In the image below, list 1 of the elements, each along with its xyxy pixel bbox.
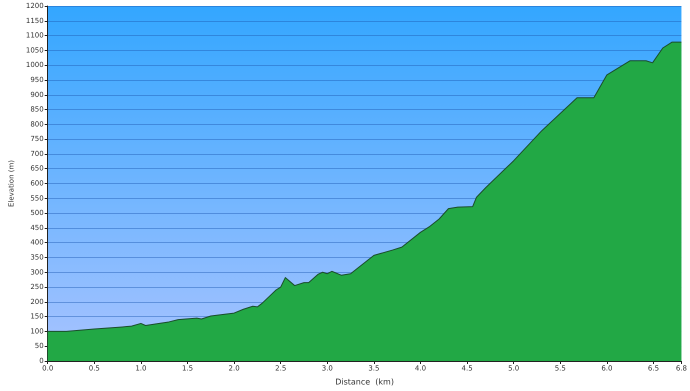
x-axis-title: Distance (km) [335,378,394,386]
